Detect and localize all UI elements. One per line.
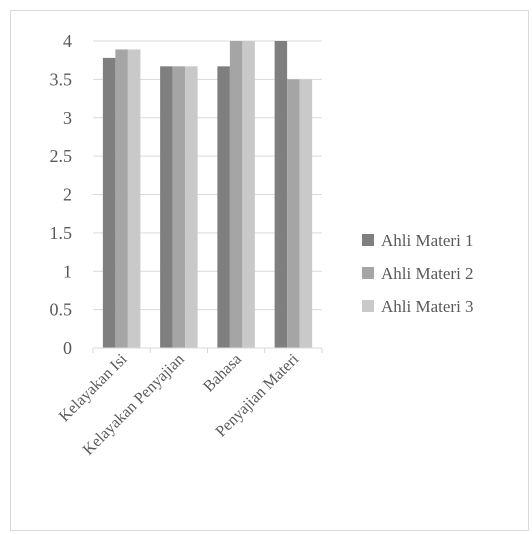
bar-ahli-materi-1-4 (274, 41, 288, 348)
y-tick-label: 0.5 (50, 300, 73, 320)
legend-label: Ahli Materi 3 (381, 297, 474, 316)
legend-swatch (362, 234, 374, 246)
bar-ahli-materi-2-4 (287, 79, 300, 348)
bar-ahli-materi-2-3 (229, 41, 243, 348)
y-tick-label: 1.5 (50, 223, 73, 243)
bar-ahli-materi-2-1 (115, 49, 128, 348)
bar-ahli-materi-3-1 (127, 49, 141, 348)
legend-swatch (362, 267, 374, 279)
bar-ahli-materi-1-1 (102, 57, 116, 348)
legend: Ahli Materi 1 Ahli Materi 2 Ahli Materi 3 (362, 231, 474, 316)
legend-swatch (362, 300, 374, 312)
y-tick-label: 3.5 (50, 69, 73, 89)
y-tick-label: 0 (63, 338, 72, 358)
bar-ahli-materi-3-3 (242, 41, 255, 348)
y-tick-label: 2.5 (50, 146, 73, 166)
chart-frame (10, 10, 529, 531)
x-tick-label: Kelayakan Penyajian (80, 351, 188, 459)
x-axis (92, 347, 323, 353)
legend-label: Ahli Materi 1 (381, 231, 474, 250)
y-tick-label: 2 (63, 185, 72, 205)
bar-ahli-materi-1-3 (217, 66, 230, 348)
bar-ahli-materi-2-2 (172, 66, 186, 348)
y-tick-label: 4 (63, 31, 72, 51)
y-tick-label: 1 (63, 261, 72, 281)
legend-label: Ahli Materi 2 (381, 264, 474, 283)
bar-ahli-materi-1-2 (160, 66, 173, 348)
bar-ahli-materi-3-4 (299, 79, 313, 348)
x-tick-label: Bahasa (200, 351, 245, 396)
bars (102, 41, 313, 348)
y-tick-label: 3 (63, 108, 72, 128)
y-tick-labels: 0 0.5 1 1.5 2 2.5 3 3.5 4 (50, 31, 73, 358)
bar-ahli-materi-3-2 (185, 66, 198, 348)
